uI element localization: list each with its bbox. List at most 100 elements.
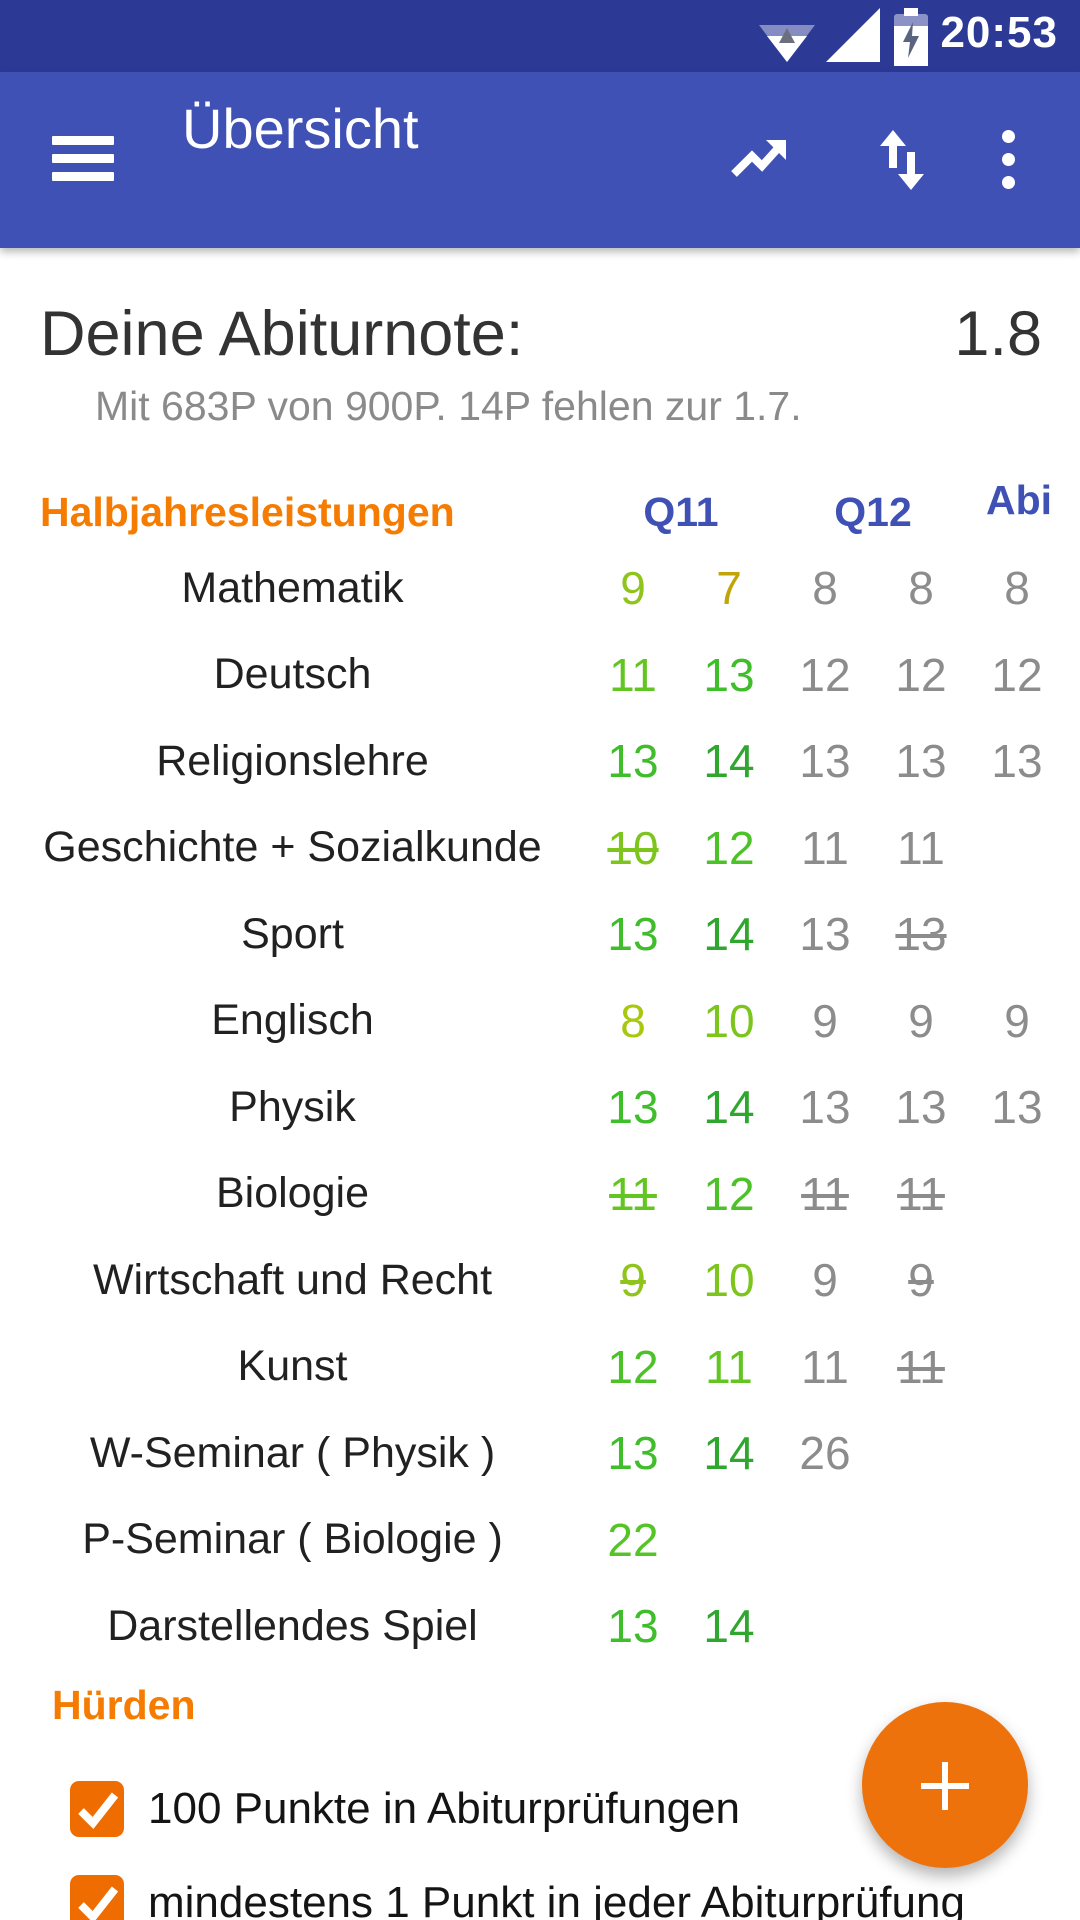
grade-cell: 11	[897, 1340, 945, 1393]
grade-cell: 10	[703, 1254, 755, 1307]
grade-cell: 12	[799, 648, 851, 701]
app-bar: Übersicht	[0, 72, 1080, 248]
swap-vertical-icon[interactable]	[872, 130, 932, 190]
grade-cell: 26	[799, 1427, 851, 1480]
subject-label: Wirtschaft und Recht	[92, 1255, 493, 1304]
overflow-menu-icon[interactable]	[990, 130, 1026, 190]
table-row[interactable]: P-Seminar ( Biologie ) 22	[0, 1497, 1080, 1584]
subject-label: Darstellendes Spiel	[107, 1601, 478, 1650]
grade-cell: 11	[801, 1167, 849, 1220]
table-row[interactable]: Englisch 8 10 9 9 9	[0, 978, 1080, 1065]
grade-cell: 13	[607, 1600, 659, 1653]
hurdle-checkbox[interactable]	[70, 1875, 124, 1920]
grades-table-header: Halbjahresleistungen Q11 Q12 Abi	[0, 477, 1080, 545]
subject-label: Sport	[241, 909, 344, 958]
grade-cell: 13	[607, 908, 659, 961]
hurdle-checkbox[interactable]	[70, 1781, 124, 1837]
grade-cell: 9	[620, 562, 646, 615]
grade-cell: 11	[609, 1167, 657, 1220]
hurdle-label: 100 Punkte in Abiturprüfungen	[148, 1784, 741, 1833]
grade-cell: 7	[716, 562, 742, 615]
grade-cell: 11	[705, 1340, 753, 1393]
grade-cell: 10	[703, 994, 755, 1047]
add-button[interactable]	[862, 1702, 1028, 1868]
subject-label: Religionslehre	[156, 736, 429, 785]
subject-label: Mathematik	[181, 563, 404, 612]
subject-label: Geschichte + Sozialkunde	[43, 823, 542, 872]
wifi-icon	[759, 25, 815, 62]
table-row[interactable]: Deutsch 11 13 12 12 12	[0, 632, 1080, 719]
table-row[interactable]: Mathematik 9 7 8 8 8	[0, 545, 1080, 632]
grade-cell: 8	[620, 994, 646, 1047]
signal-icon	[826, 8, 880, 62]
grade-cell: 13	[799, 908, 851, 961]
table-row[interactable]: Religionslehre 13 14 13 13 13	[0, 718, 1080, 805]
grade-cell: 14	[703, 1600, 755, 1653]
grade-cell: 11	[609, 648, 657, 701]
grade-cell: 12	[895, 648, 947, 701]
subject-label: W-Seminar ( Physik )	[89, 1428, 496, 1477]
grade-cell: 9	[908, 1254, 934, 1307]
grade-cell: 9	[812, 1254, 838, 1307]
grade-cell: 13	[607, 735, 659, 788]
grade-cell: 12	[991, 648, 1043, 701]
grade-cell: 13	[799, 735, 851, 788]
grade-cell: 14	[703, 735, 755, 788]
table-row[interactable]: Physik 13 14 13 13 13	[0, 1064, 1080, 1151]
table-row[interactable]: Darstellendes Spiel 13 14	[0, 1583, 1080, 1670]
subject-label: Physik	[229, 1082, 356, 1131]
grade-cell: 12	[703, 821, 755, 874]
grades-table-body: Mathematik 9 7 8 8 8 Deutsch 11 13 12 12 12 Religion…	[0, 545, 1080, 1670]
grade-cell: 14	[703, 1081, 755, 1134]
status-bar: 20:53	[0, 0, 1080, 72]
grade-cell: 13	[799, 1081, 851, 1134]
grade-cell: 13	[895, 1081, 947, 1134]
grade-cell: 11	[801, 1340, 849, 1393]
table-row[interactable]: Kunst 12 11 11 11	[0, 1324, 1080, 1411]
table-row[interactable]: Biologie 11 12 11 11	[0, 1151, 1080, 1238]
menu-icon[interactable]	[52, 136, 114, 182]
grade-cell: 13	[703, 648, 755, 701]
subject-label: Deutsch	[213, 650, 372, 699]
grade-cell: 12	[703, 1167, 755, 1220]
grades-table: Halbjahresleistungen Q11 Q12 Abi Mathema…	[0, 477, 1080, 1670]
column-header-abi: Abi	[985, 477, 1053, 523]
subject-label: Biologie	[216, 1169, 369, 1218]
table-row[interactable]: W-Seminar ( Physik ) 13 14 26	[0, 1410, 1080, 1497]
grade-cell: 12	[607, 1340, 659, 1393]
grade-cell: 13	[991, 735, 1043, 788]
abitur-grade-value: 1.8	[954, 299, 1042, 369]
grade-cell: 8	[812, 562, 838, 615]
abitur-grade-label: Deine Abiturnote:	[40, 299, 524, 369]
checkmark-icon	[78, 1792, 119, 1830]
column-header-q12: Q12	[834, 489, 912, 535]
grade-cell: 13	[607, 1427, 659, 1480]
subject-label: Kunst	[237, 1342, 348, 1391]
table-row[interactable]: Sport 13 14 13 13	[0, 891, 1080, 978]
clock: 20:53	[940, 8, 1058, 57]
grade-cell: 11	[801, 821, 849, 874]
grade-cell: 8	[1004, 562, 1030, 615]
grade-cell: 14	[703, 1427, 755, 1480]
trending-up-icon[interactable]	[730, 130, 790, 190]
subject-label: P-Seminar ( Biologie )	[82, 1515, 503, 1564]
grade-cell: 11	[897, 821, 945, 874]
grade-cell: 13	[607, 1081, 659, 1134]
grade-cell: 9	[908, 994, 934, 1047]
grade-cell: 8	[908, 562, 934, 615]
grade-cell: 10	[607, 821, 659, 874]
subject-label: Englisch	[211, 996, 374, 1045]
table-row[interactable]: Geschichte + Sozialkunde 10 12 11 11	[0, 805, 1080, 892]
page-title: Übersicht	[182, 97, 419, 160]
grade-cell: 9	[620, 1254, 646, 1307]
grade-cell: 13	[895, 908, 947, 961]
hurdle-label: mindestens 1 Punkt in jeder Abiturprüfun…	[148, 1878, 965, 1920]
grade-cell: 13	[895, 735, 947, 788]
grade-cell: 9	[812, 994, 838, 1047]
grade-cell: 9	[1004, 994, 1030, 1047]
hurdle-item: 100 Punkte in Abiturprüfungen	[0, 1762, 860, 1856]
grade-cell: 22	[607, 1513, 659, 1566]
semester-results-header: Halbjahresleistungen	[40, 489, 455, 535]
table-row[interactable]: Wirtschaft und Recht 9 10 9 9	[0, 1237, 1080, 1324]
